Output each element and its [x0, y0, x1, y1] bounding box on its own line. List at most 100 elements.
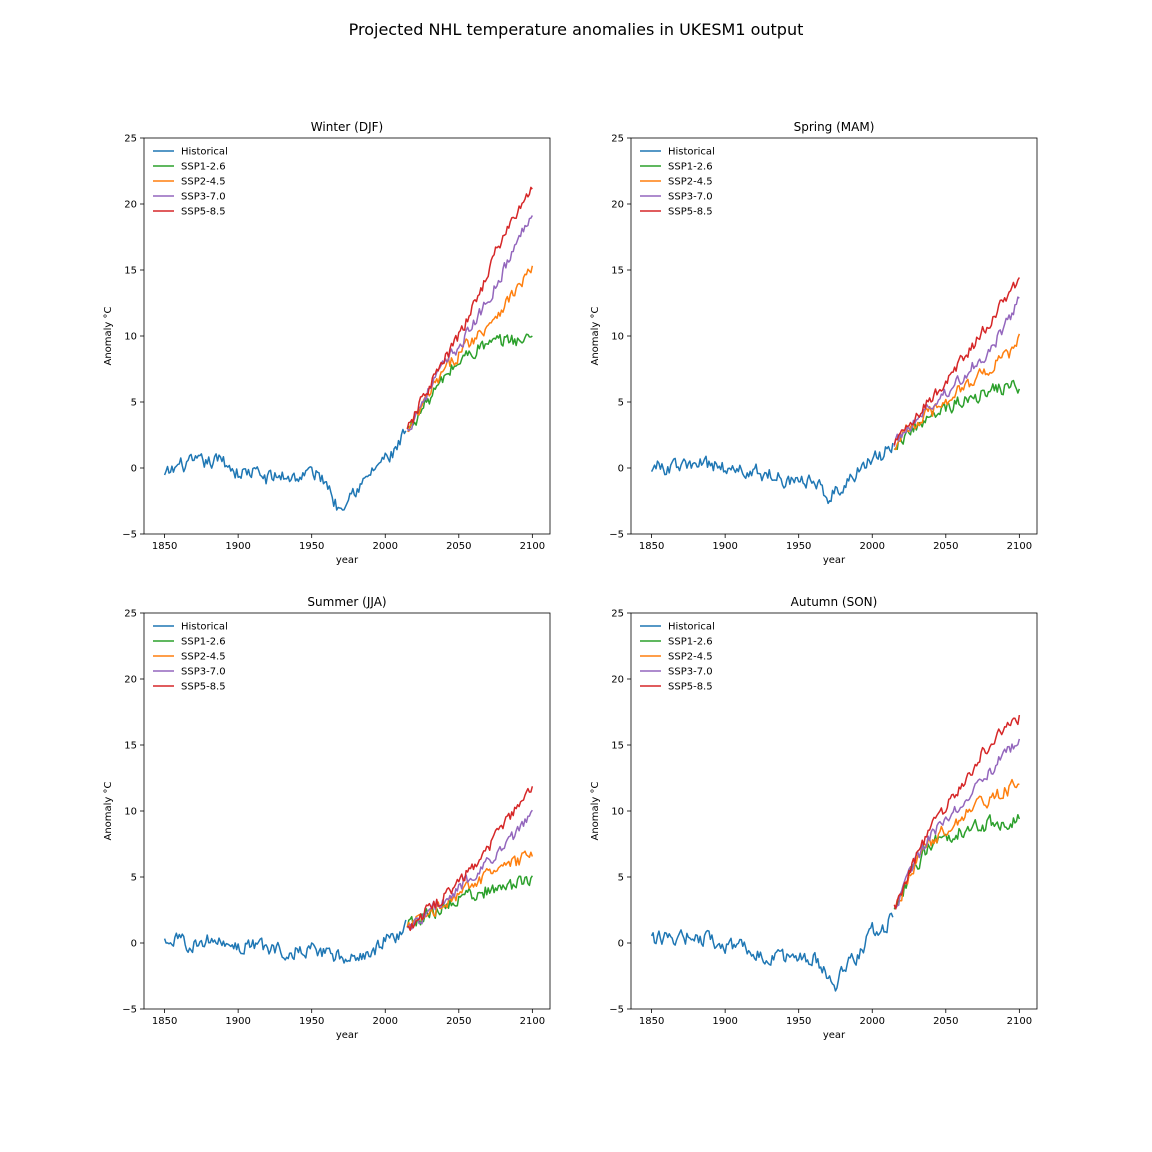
series-line-historical: [163, 919, 407, 964]
y-tick-label: 20: [611, 200, 624, 211]
series-line-historical: [163, 428, 407, 511]
legend: Historical SSP1-2.6 SSP2-4.5 SSP3-7.0 SSP5-8…: [153, 147, 228, 218]
x-tick-label: 2050: [446, 541, 471, 552]
legend-label: SSP2-4.5: [181, 177, 226, 188]
panel-title: Autumn (SON): [791, 595, 878, 609]
x-tick-label: 2000: [860, 541, 885, 552]
panel-4: Autumn (SON) 1850 1900 1950 2000 2050 2100 −5 0 5…: [590, 595, 1038, 1041]
legend: Historical SSP1-2.6 SSP2-4.5 SSP3-7.0 SSP5-8…: [640, 147, 715, 218]
y-tick-label: 0: [131, 939, 137, 950]
y-tick-label: 5: [131, 873, 137, 884]
y-axis-label: Anomaly °C: [103, 306, 114, 365]
y-axis-label: Anomaly °C: [103, 781, 114, 840]
y-tick-label: 10: [124, 332, 137, 343]
series-lines: [163, 786, 534, 964]
y-tick-label: 5: [131, 398, 137, 409]
series-line-historical: [650, 912, 894, 992]
x-tick-label: 2050: [933, 541, 958, 552]
x-tick-label: 1900: [225, 541, 250, 552]
y-tick-label: 10: [611, 807, 624, 818]
legend-label: SSP3-7.0: [668, 192, 713, 203]
y-tick-label: 25: [124, 134, 137, 145]
x-axis-label: year: [336, 555, 359, 566]
y-tick-label: −5: [122, 1005, 137, 1016]
legend-label: SSP1-2.6: [181, 162, 226, 173]
x-tick-label: 1950: [299, 1016, 324, 1027]
y-tick-label: −5: [609, 1005, 624, 1016]
x-tick-label: 2000: [373, 541, 398, 552]
legend-label: SSP2-4.5: [668, 177, 713, 188]
y-tick-label: 15: [611, 741, 624, 752]
x-axis-label: year: [823, 1030, 846, 1041]
series-line-ssp5-8-5: [893, 714, 1021, 910]
x-tick-label: 2050: [446, 1016, 471, 1027]
y-tick-label: 20: [124, 200, 137, 211]
y-tick-label: 10: [611, 332, 624, 343]
series-line-ssp5-8-5: [893, 277, 1020, 446]
series-line-historical: [650, 442, 894, 505]
series-line-ssp2-4-5: [407, 265, 534, 433]
series-line-ssp1-2-6: [406, 333, 533, 429]
x-tick-label: 1950: [786, 1016, 811, 1027]
x-tick-label: 2100: [520, 1016, 545, 1027]
y-tick-label: −5: [609, 530, 624, 541]
series-line-ssp3-7-0: [893, 296, 1020, 447]
legend-label: SSP3-7.0: [181, 667, 226, 678]
legend-label: SSP5-8.5: [668, 682, 713, 693]
y-tick-label: 20: [611, 675, 624, 686]
panel-3: Summer (JJA) 1850 1900 1950 2000 2050 2100 −5 0 5…: [103, 595, 551, 1041]
legend-label: SSP5-8.5: [181, 207, 226, 218]
x-tick-label: 1900: [712, 1016, 737, 1027]
y-tick-label: 5: [618, 398, 624, 409]
x-tick-label: 2000: [860, 1016, 885, 1027]
series-lines: [650, 714, 1021, 992]
x-tick-label: 1850: [152, 541, 177, 552]
legend: Historical SSP1-2.6 SSP2-4.5 SSP3-7.0 SSP5-8…: [640, 622, 715, 693]
y-tick-label: 25: [611, 134, 624, 145]
y-tick-label: 25: [611, 609, 624, 620]
series-line-ssp3-7-0: [406, 809, 533, 930]
x-tick-label: 2050: [933, 1016, 958, 1027]
panel-title: Spring (MAM): [794, 120, 875, 134]
series-line-ssp1-2-6: [893, 379, 1021, 451]
series-line-ssp5-8-5: [406, 186, 533, 430]
panel-title: Summer (JJA): [307, 595, 386, 609]
y-tick-label: 0: [618, 939, 624, 950]
y-tick-label: 15: [124, 266, 137, 277]
panel-title: Winter (DJF): [311, 120, 383, 134]
x-tick-label: 2000: [373, 1016, 398, 1027]
legend-label: SSP3-7.0: [181, 192, 226, 203]
series-lines: [650, 277, 1021, 505]
series-line-ssp2-4-5: [893, 333, 1021, 451]
x-tick-label: 1950: [786, 541, 811, 552]
y-tick-label: 0: [131, 464, 137, 475]
x-tick-label: 1950: [299, 541, 324, 552]
legend-label: Historical: [668, 622, 715, 633]
y-tick-label: 0: [618, 464, 624, 475]
legend-label: SSP5-8.5: [181, 682, 226, 693]
y-tick-label: 20: [124, 675, 137, 686]
series-line-ssp3-7-0: [406, 215, 534, 432]
legend-label: SSP2-4.5: [181, 652, 226, 663]
x-axis-label: year: [823, 555, 846, 566]
series-line-ssp5-8-5: [406, 786, 534, 932]
legend-label: SSP5-8.5: [668, 207, 713, 218]
y-tick-label: 5: [618, 873, 624, 884]
panels: Winter (DJF)1850 1900 1950 2000 2050 2100−505…: [103, 120, 1038, 1041]
legend-label: SSP2-4.5: [668, 652, 713, 663]
panel-1: Winter (DJF) 1850 1900 1950 2000 2050 2100 −5 0 5…: [103, 120, 551, 566]
x-tick-label: 1900: [225, 1016, 250, 1027]
legend-label: SSP1-2.6: [181, 637, 226, 648]
x-tick-label: 2100: [1007, 541, 1032, 552]
series-line-ssp2-4-5: [894, 778, 1020, 909]
x-tick-label: 1850: [152, 1016, 177, 1027]
y-tick-label: 15: [611, 266, 624, 277]
y-axis-label: Anomaly °C: [590, 781, 601, 840]
x-axis-label: year: [336, 1030, 359, 1041]
legend-label: Historical: [181, 147, 228, 158]
y-tick-label: 15: [124, 741, 137, 752]
panel-2: Spring (MAM) 1850 1900 1950 2000 2050 2100 −5 0 5…: [590, 120, 1038, 566]
legend-label: SSP3-7.0: [668, 667, 713, 678]
y-axis-label: Anomaly °C: [590, 306, 601, 365]
